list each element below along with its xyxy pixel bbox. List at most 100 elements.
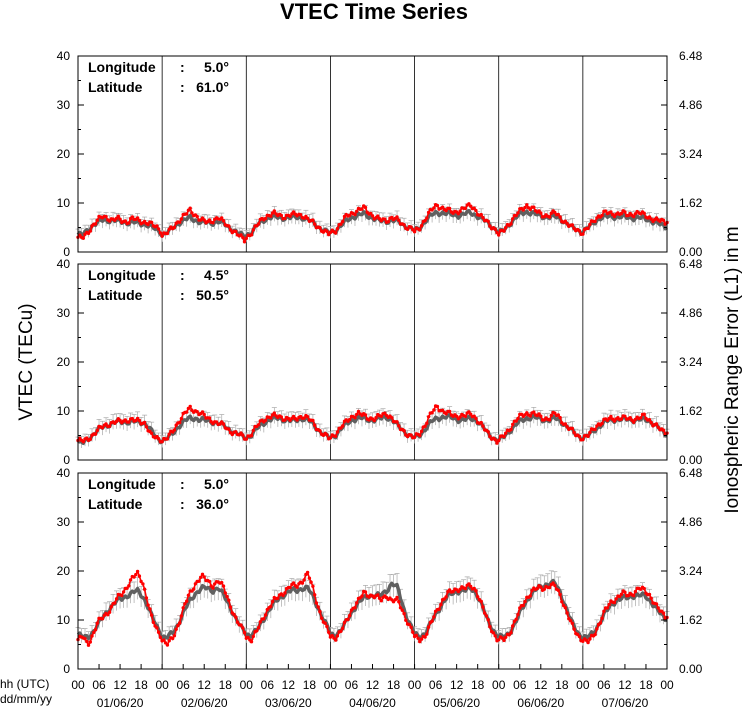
observed-point [386,220,390,224]
observed-point [581,232,585,236]
panel-2: 0 0.00 10 1.62 20 3.24 30 4.86 40 6.48 Longitude: 4… [57,257,703,467]
observed-point [588,637,592,641]
observed-point [454,414,459,418]
observed-point [511,624,515,628]
right-tick-label: 4.86 [679,515,703,529]
left-axis-label: VTEC (TECu) [16,303,37,420]
observed-point [469,204,473,208]
x-tick-label: 12 [534,678,548,692]
observed-point [234,430,238,434]
observed-point [202,218,206,222]
longitude-label: Longitude [88,267,156,283]
observed-point [414,633,418,637]
observed-point [251,634,255,639]
observed-point [493,227,497,231]
observed-point [202,575,206,579]
observed-point [593,427,597,432]
x-tick-label: 00 [324,678,338,692]
observed-point [151,620,156,625]
observed-point [600,213,604,218]
observed-point [158,231,163,235]
observed-point [127,420,131,424]
right-tick-label: 3.24 [679,147,703,161]
observed-point [258,620,262,624]
observed-point [407,622,411,627]
observed-point [311,218,315,222]
observed-point [488,625,492,629]
observed-point [318,609,322,614]
observed-point [88,437,93,441]
observed-point [600,421,604,426]
observed-point [244,437,248,441]
observed-point [327,630,331,634]
observed-point [149,220,154,224]
latitude-label: Latitude [88,79,143,95]
left-tick-label: 10 [57,404,71,418]
observed-point [632,593,636,598]
left-tick-label: 10 [57,196,71,210]
observed-point [167,432,171,436]
observed-point [207,416,212,420]
observed-point [649,420,653,425]
observed-point [525,203,529,207]
observed-point [437,607,441,611]
observed-point [88,640,93,644]
observed-point [341,424,345,428]
observed-point [121,590,126,594]
observed-point [241,433,245,437]
observed-point [107,424,112,428]
observed-point [383,411,387,415]
observed-point [497,438,501,443]
observed-point [593,219,597,224]
observed-point [114,597,119,601]
observed-point [418,228,422,232]
observed-point [195,214,199,219]
observed-point [313,423,317,427]
observed-point [532,410,536,414]
latitude-value: 61.0° [196,79,229,95]
observed-point [118,217,122,221]
observed-point [135,216,140,220]
observed-point [563,219,567,223]
observed-point [563,605,567,610]
observed-point [633,589,638,594]
observed-point [239,233,243,237]
right-axis-label: Ionospheric Range Error (L1) in m [722,226,743,513]
longitude-value: 4.5° [204,267,229,283]
observed-point [242,630,247,635]
observed-point [502,434,506,439]
left-tick-label: 20 [57,355,71,369]
observed-point [185,599,189,603]
observed-point [165,437,170,441]
observed-point [600,616,604,620]
observed-point [127,584,131,588]
observed-point [335,227,340,231]
observed-point [432,408,436,412]
observed-point [447,206,452,211]
x-tick-label: 00 [660,678,674,692]
observed-point [423,424,427,428]
observed-point [474,589,478,593]
right-tick-label: 1.62 [679,613,703,627]
observed-point [649,217,653,221]
observed-point [162,638,166,642]
observed-point [160,234,164,238]
observed-point [291,414,296,419]
observed-point [467,582,471,586]
observed-point [602,609,606,613]
observed-point [588,430,592,435]
observed-point [313,593,317,597]
x-tick-label: 06 [345,678,359,692]
observed-point [144,425,149,429]
latitude-label: Latitude [88,496,143,512]
observed-point [467,410,471,414]
left-tick-label: 0 [63,662,70,676]
observed-point [160,440,164,444]
observed-point [390,416,394,420]
observed-point [595,627,599,631]
observed-point [130,416,134,421]
observed-point [355,412,359,417]
chart-title: VTEC Time Series [280,0,468,24]
observed-point [269,604,273,609]
